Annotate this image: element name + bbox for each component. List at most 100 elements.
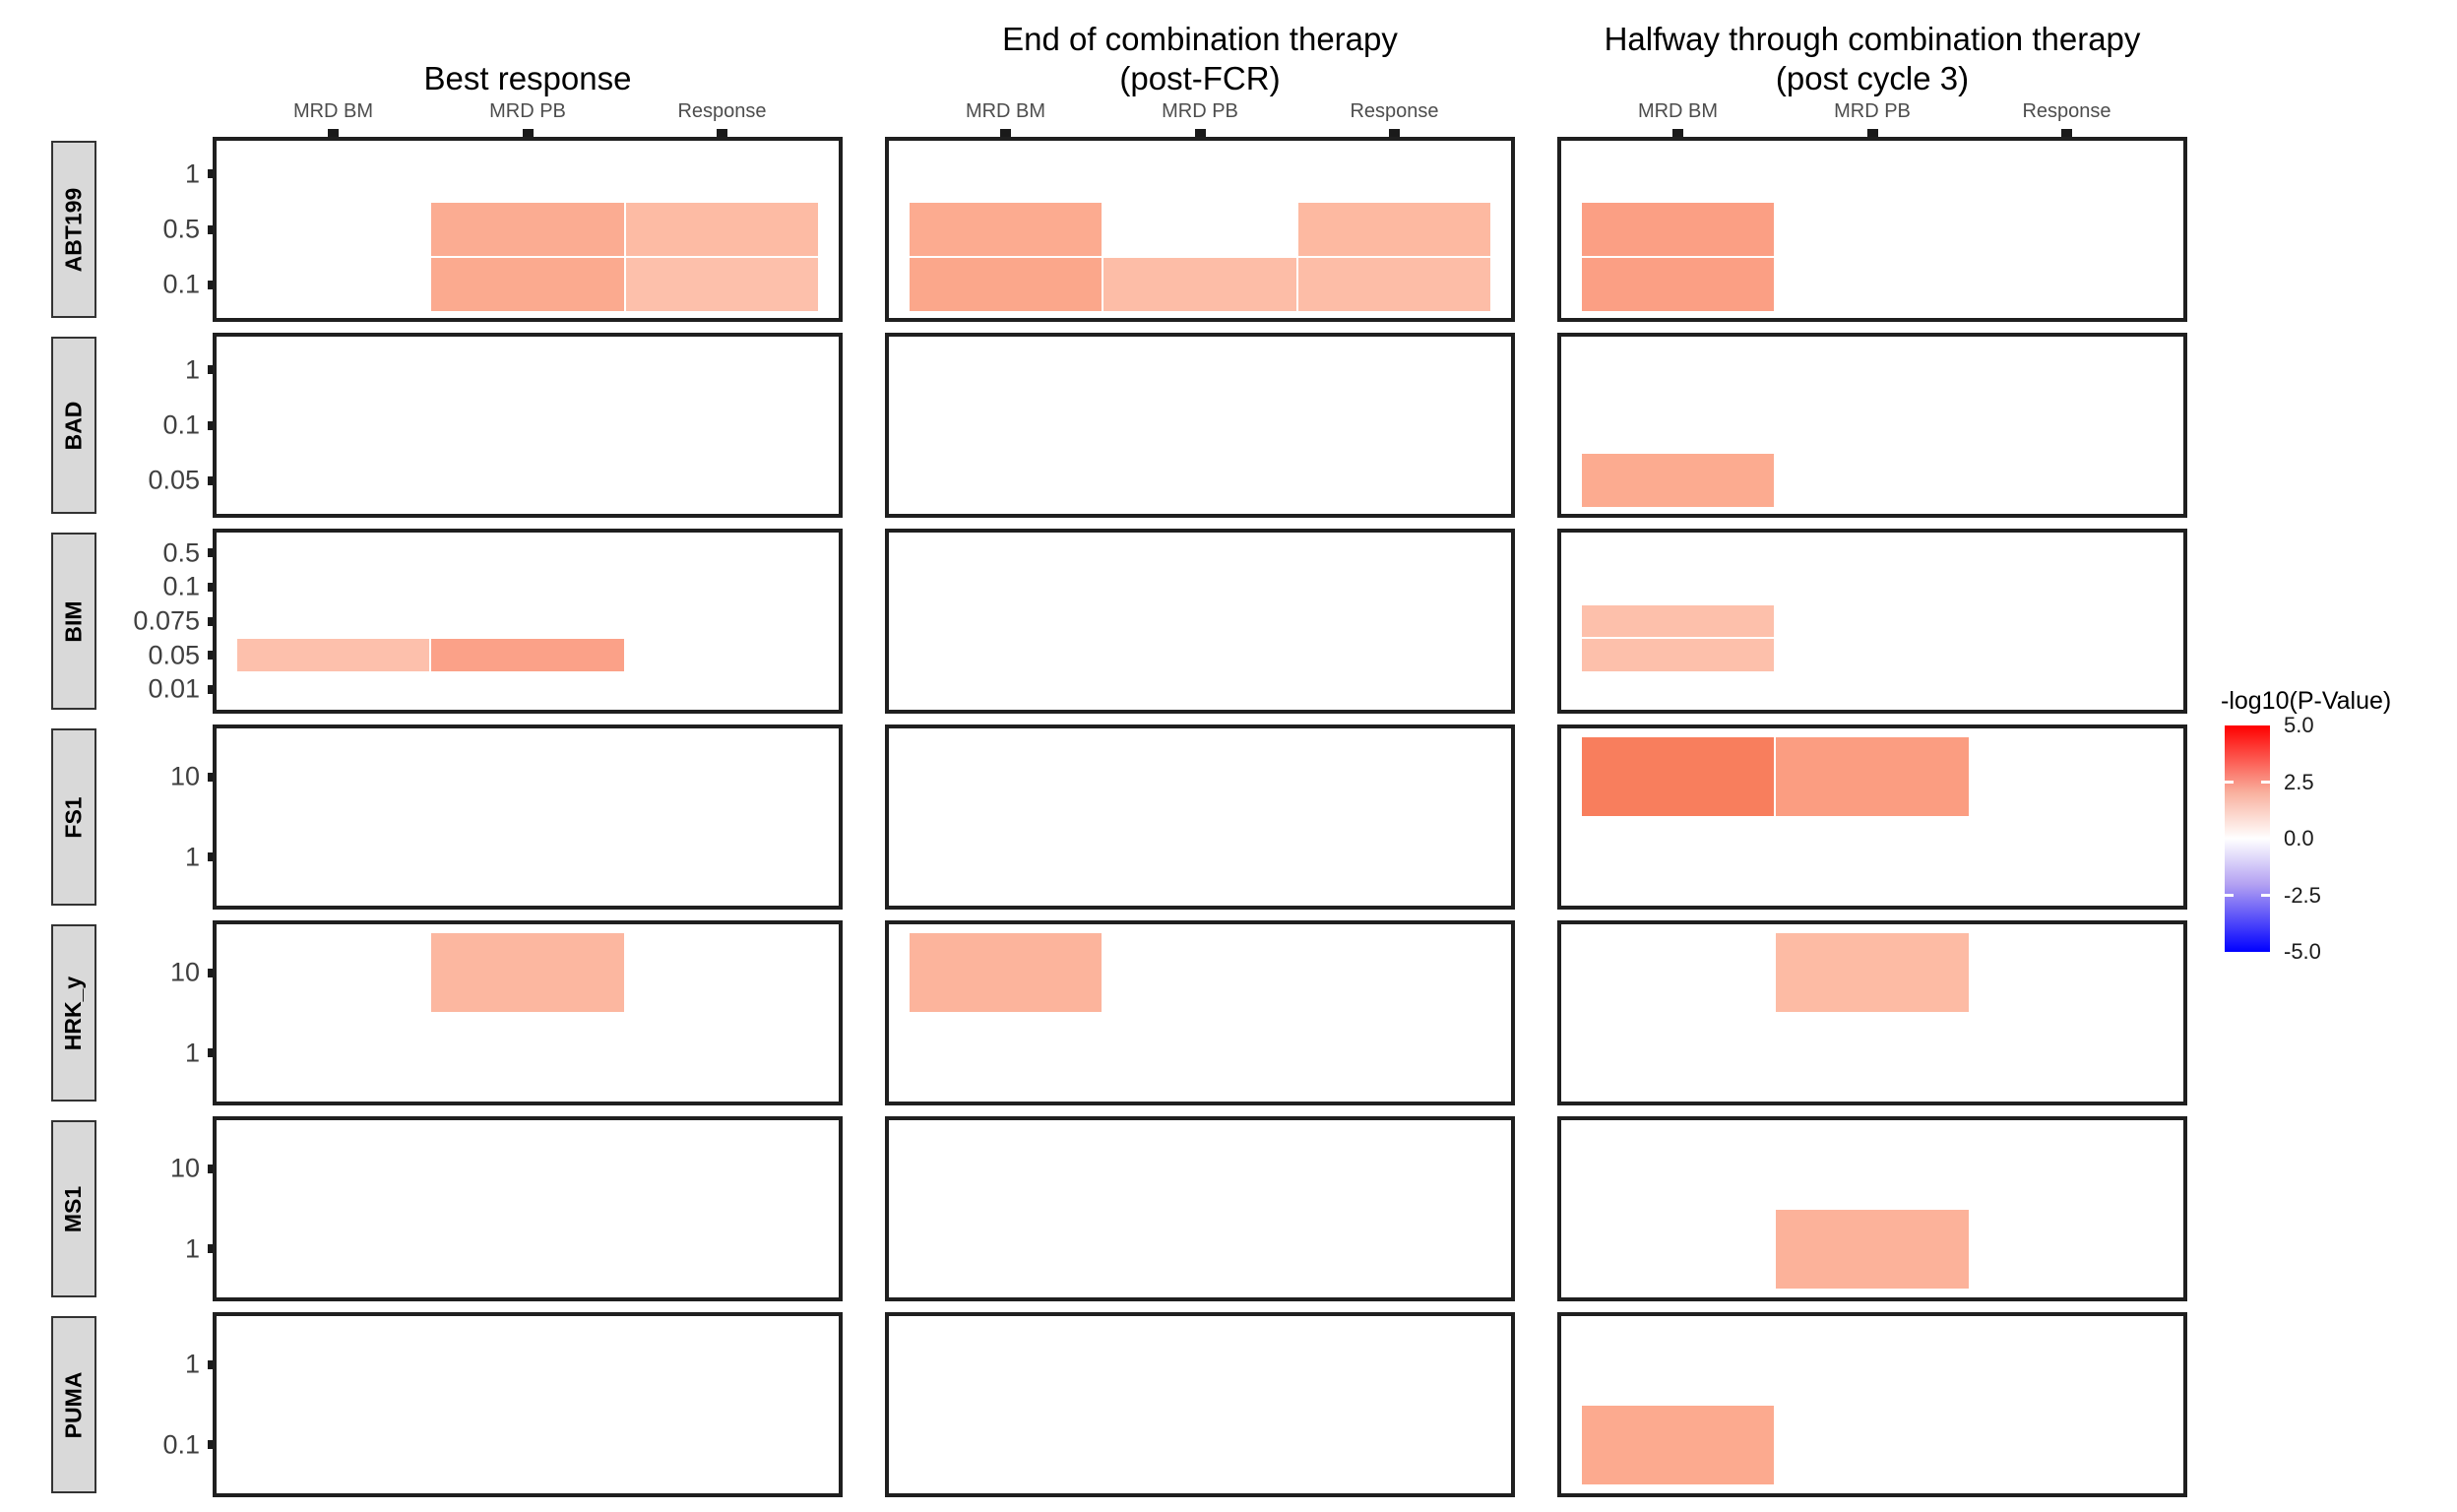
panel-ABT199-post_fcr [885,137,1515,322]
facet-column-title-line: Halfway through combination therapy [1604,21,2141,57]
y-axis-tick [208,772,217,782]
row-strip-label: PUMA [60,1371,87,1438]
y-axis-tick-label: 1 [184,354,200,385]
y-axis-tick [208,1048,217,1058]
panel-MS1-best_response [213,1116,843,1301]
y-axis-tick [208,365,217,375]
x-axis-tick [1000,129,1011,139]
x-axis-label: Response [677,100,767,122]
row-strip-label: MS1 [60,1185,87,1232]
y-axis-tick [208,1164,217,1173]
heatmap-tile-BIM-MRDBM-0.05 [235,638,431,672]
panel-PUMA-best_response [213,1312,843,1497]
y-axis-tick [208,651,217,661]
y-axis-tick-label: 0.1 [162,571,200,601]
panel-MS1-post_fcr [885,1116,1515,1301]
row-strip: PUMA [51,1316,96,1493]
y-axis-tick-label: 0.05 [148,640,200,670]
row-strip: BAD [51,337,96,514]
heatmap-tile-ABT199-Response-0.5 [624,201,820,258]
x-axis-tick [2061,129,2072,139]
x-axis-tick [1866,129,1878,139]
facet-column-title: End of combination therapy (post-FCR) [850,8,1550,98]
panel-FS1-post_fcr [885,724,1515,910]
facet-column-title-line: (post-FCR) [1119,60,1281,96]
y-axis-tick-label: 10 [169,1153,200,1183]
x-axis-label: MRD PB [489,100,566,122]
x-axis-label: MRD PB [1162,100,1238,122]
y-axis-tick-label: 0.05 [148,465,200,495]
facet-column-title: Best response [177,8,878,98]
panel-ABT199-best_response [213,137,843,322]
heatmap-tile-FS1-MRDBM-10 [1580,736,1776,817]
heatmap-tile-ABT199-Response-0.1 [624,257,820,313]
x-axis-tick [522,129,534,139]
y-axis-tick [208,968,217,977]
facet-column-title-line: Best response [423,60,632,96]
panel-HRK_y-best_response [213,920,843,1105]
heatmap-tile-HRK_y-MRDPB-10 [430,932,625,1013]
row-strip: MS1 [51,1120,96,1297]
legend-tick-label: 5.0 [2284,713,2314,737]
y-axis-tick [208,475,217,485]
y-axis-tick-label: 0.1 [162,410,200,440]
legend-bar-tick [2225,894,2234,897]
x-axis-tick [1389,129,1400,139]
x-axis-label: Response [1350,100,1439,122]
x-axis-label: MRD BM [965,100,1046,122]
panel-FS1-best_response [213,724,843,910]
row-strip-label: FS1 [60,795,87,839]
legend-bar-tick [2261,781,2270,784]
x-axis-label: MRD PB [1834,100,1911,122]
legend-title: -log10(P-Value) [2221,687,2392,715]
legend-tick-label: 0.0 [2284,826,2314,850]
heatmap-tile-ABT199-Response-0.5 [1296,201,1492,258]
y-axis-tick-label: 10 [169,957,200,987]
x-axis-label: MRD BM [292,100,374,122]
panel-PUMA-post_fcr [885,1312,1515,1497]
y-axis-tick [208,169,217,179]
x-axis-tick [1672,129,1683,139]
x-axis-tick [328,129,339,139]
x-axis-label: MRD BM [1637,100,1719,122]
y-axis-tick-label: 0.075 [133,605,200,636]
row-strip: ABT199 [51,141,96,318]
y-axis-tick-label: 1 [184,1038,200,1068]
heatmap-tile-BIM-MRDPB-0.05 [430,638,625,672]
row-strip: HRK_y [51,924,96,1102]
row-strip: BIM [51,533,96,710]
y-axis-tick [208,852,217,862]
heatmap-tile-ABT199-Response-0.1 [1296,257,1492,313]
panel-BAD-best_response [213,333,843,518]
y-axis-tick [208,280,217,289]
y-axis-tick-label: 1 [184,842,200,872]
legend-tick-label: -2.5 [2284,882,2321,908]
heatmap-tile-ABT199-MRDBM-0.5 [1580,201,1776,258]
facet-column-title-line: (post cycle 3) [1775,60,1970,96]
legend-bar-tick [2225,781,2234,784]
y-axis-tick-label: 0.5 [162,537,200,568]
legend-gradient-bar [2225,725,2270,952]
panel-PUMA-post_cycle3 [1557,1312,2187,1497]
heatmap-tile-ABT199-MRDBM-0.1 [1580,257,1776,313]
y-axis-tick [208,1244,217,1254]
x-axis-tick [1194,129,1206,139]
panel-HRK_y-post_cycle3 [1557,920,2187,1105]
heatmap-tile-ABT199-MRDPB-0.1 [1102,257,1297,313]
heatmap-tile-BIM-MRDBM-0.075 [1580,603,1776,639]
y-axis-tick [208,224,217,234]
heatmap-tile-HRK_y-MRDPB-10 [1775,932,1970,1013]
y-axis-tick [208,616,217,626]
y-axis-tick-label: 10 [169,761,200,791]
panel-BIM-post_cycle3 [1557,529,2187,714]
row-strip-label: HRK_y [60,976,87,1050]
heatmap-tile-FS1-MRDPB-10 [1775,736,1970,817]
y-axis-tick [208,548,217,558]
panel-FS1-post_cycle3 [1557,724,2187,910]
x-axis-tick [717,129,727,139]
panel-MS1-post_cycle3 [1557,1116,2187,1301]
legend-bar-tick [2261,894,2270,897]
y-axis-tick [208,1440,217,1450]
y-axis-tick [208,684,217,694]
